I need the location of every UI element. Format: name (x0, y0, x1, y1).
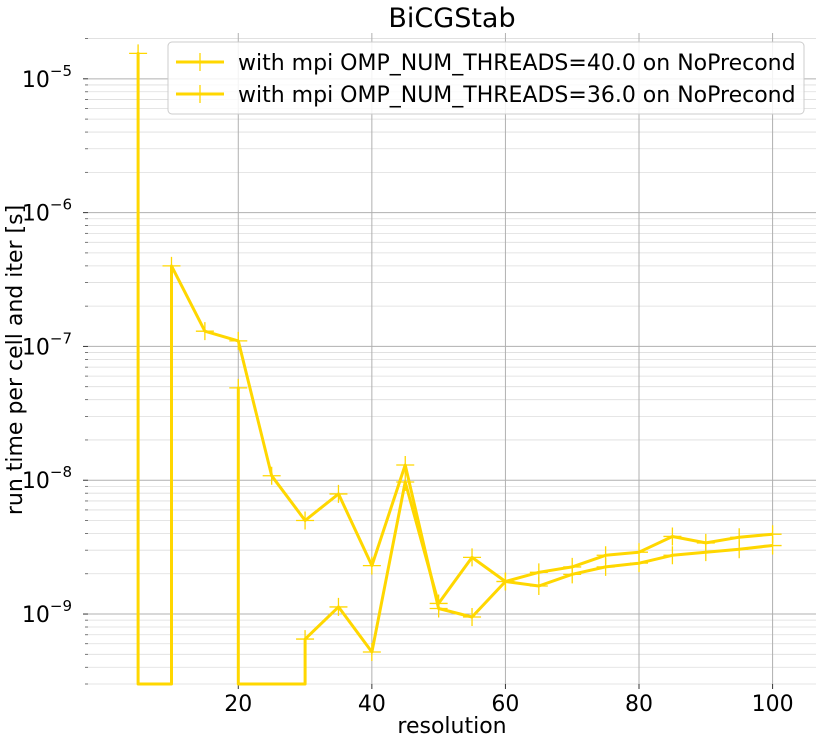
data-point-marker (696, 543, 715, 562)
data-point-marker (362, 556, 381, 575)
data-point-marker (630, 554, 649, 573)
data-point-marker (730, 540, 749, 559)
data-point-marker (529, 577, 548, 596)
data-point-marker (429, 594, 448, 613)
data-point-marker (162, 256, 181, 275)
data-point-marker (663, 527, 682, 546)
data-point-marker (229, 331, 248, 350)
series-line (136, 51, 773, 686)
data-point-marker (362, 643, 381, 662)
data-point-marker (229, 378, 248, 397)
y-tick-label: 10−9 (22, 597, 72, 628)
x-tick-label: 60 (491, 692, 519, 717)
legend-label: with mpi OMP_NUM_THREADS=36.0 on NoPreco… (238, 83, 796, 108)
data-point-marker (396, 473, 415, 492)
data-point-marker (763, 536, 782, 555)
series-1 (129, 44, 782, 686)
data-point-marker (296, 511, 315, 530)
y-tick-label: 10−8 (22, 463, 72, 494)
legend-marker (191, 85, 209, 103)
plot-series (129, 44, 782, 686)
y-tick-label: 10−5 (22, 62, 72, 93)
data-point-marker (463, 548, 482, 567)
x-axis-label: resolution (397, 714, 506, 739)
chart-title: BiCGStab (388, 3, 515, 34)
x-tick-label: 20 (224, 692, 252, 717)
y-tick-label: 10−6 (22, 196, 72, 227)
data-point-marker (296, 630, 315, 649)
data-point-marker (329, 597, 348, 616)
x-tick-label: 100 (752, 692, 794, 717)
data-point-marker (329, 484, 348, 503)
data-point-marker (463, 608, 482, 627)
data-point-marker (396, 455, 415, 474)
data-point-marker (129, 44, 148, 63)
y-tick-label: 10−7 (22, 329, 72, 360)
data-point-marker (596, 557, 615, 576)
data-point-marker (195, 322, 214, 341)
data-point-marker (262, 466, 281, 485)
legend-marker (191, 53, 209, 71)
legend: with mpi OMP_NUM_THREADS=40.0 on NoPreco… (167, 41, 805, 115)
data-point-marker (663, 546, 682, 565)
legend-box (167, 41, 805, 115)
x-tick-label: 80 (625, 692, 653, 717)
axis-ticks: 10−9 10−8 10−7 10−6 10−5 20 40 60 80 100 (22, 38, 794, 717)
legend-label: with mpi OMP_NUM_THREADS=40.0 on NoPreco… (238, 51, 796, 76)
y-axis-label: run time per cell and iter [s] (3, 205, 28, 515)
data-point-marker (563, 565, 582, 584)
series-2 (229, 378, 782, 686)
data-point-marker (496, 572, 515, 591)
x-tick-label: 40 (358, 692, 386, 717)
